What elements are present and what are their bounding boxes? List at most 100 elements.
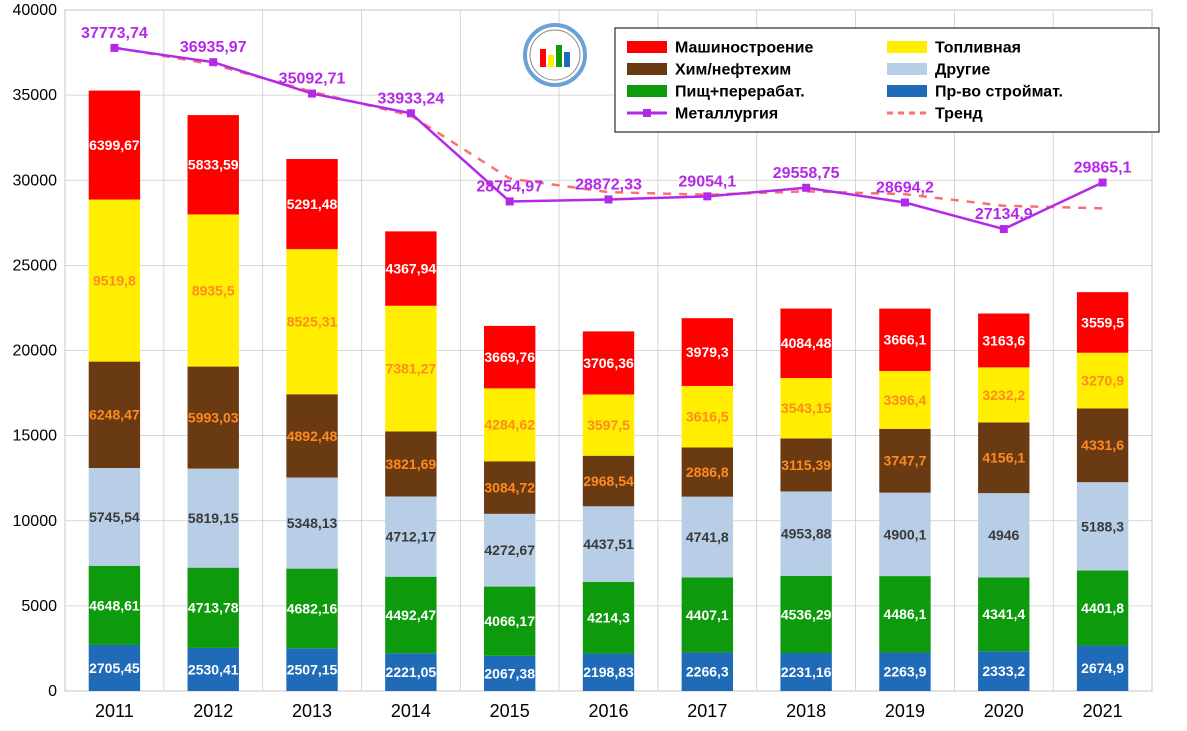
- bar-value-label: 6248,47: [89, 407, 140, 423]
- bar-value-label: 3706,36: [583, 355, 634, 371]
- bar-value-label: 2705,45: [89, 660, 140, 676]
- bar-value-label: 4066,17: [484, 613, 535, 629]
- bar-value-label: 8935,5: [192, 282, 235, 298]
- metallurgy-value-label: 35092,71: [279, 71, 346, 88]
- bar-value-label: 5993,03: [188, 409, 239, 425]
- legend-swatch: [887, 41, 927, 53]
- legend-label: Топливная: [935, 40, 1021, 57]
- bar-value-label: 3543,15: [781, 400, 832, 416]
- bar-value-label: 4712,17: [386, 528, 437, 544]
- bar-value-label: 4741,8: [686, 529, 729, 545]
- bar-value-label: 3821,69: [386, 456, 437, 472]
- y-tick-label: 0: [48, 683, 57, 700]
- metallurgy-value-label: 33933,24: [377, 90, 444, 107]
- y-tick-label: 25000: [13, 257, 58, 274]
- bar-value-label: 6399,67: [89, 137, 140, 153]
- x-tick-label: 2015: [490, 701, 530, 721]
- y-tick-label: 10000: [13, 513, 58, 530]
- bar-value-label: 4214,3: [587, 610, 630, 626]
- bar-value-label: 4272,67: [484, 542, 535, 558]
- legend: МашиностроениеТопливнаяХим/нефтехимДруги…: [615, 28, 1159, 132]
- x-tick-label: 2020: [984, 701, 1024, 721]
- y-tick-label: 35000: [13, 87, 58, 104]
- bar-value-label: 4084,48: [781, 335, 832, 351]
- bar-value-label: 4284,62: [484, 417, 535, 433]
- bar-value-label: 4648,61: [89, 597, 140, 613]
- bar-value-label: 3232,2: [982, 387, 1025, 403]
- bar-value-label: 3084,72: [484, 479, 535, 495]
- bar-value-label: 3616,5: [686, 409, 729, 425]
- metallurgy-marker: [901, 198, 909, 206]
- metallurgy-value-label: 27134,9: [975, 206, 1033, 223]
- metallurgy-marker: [407, 109, 415, 117]
- bar-value-label: 7381,27: [386, 360, 437, 376]
- bar-value-label: 5819,15: [188, 510, 239, 526]
- bar-value-label: 4156,1: [982, 450, 1025, 466]
- legend-swatch: [627, 41, 667, 53]
- metallurgy-value-label: 36935,97: [180, 39, 247, 56]
- bar-value-label: 2674,9: [1081, 660, 1124, 676]
- x-tick-label: 2013: [292, 701, 332, 721]
- metallurgy-value-label: 37773,74: [81, 25, 148, 42]
- bar-value-label: 5833,59: [188, 157, 239, 173]
- metallurgy-value-label: 28754,97: [476, 178, 543, 195]
- legend-label: Пр-во строймат.: [935, 84, 1063, 101]
- metallurgy-value-label: 29865,1: [1074, 160, 1132, 177]
- bar-value-label: 3666,1: [884, 332, 927, 348]
- bar-value-label: 2333,2: [982, 663, 1025, 679]
- metallurgy-value-label: 29054,1: [678, 173, 736, 190]
- bar-value-label: 3396,4: [884, 392, 927, 408]
- y-tick-label: 5000: [21, 598, 57, 615]
- bar-value-label: 4341,4: [982, 606, 1025, 622]
- bar-value-label: 3669,76: [484, 349, 535, 365]
- legend-label: Машиностроение: [675, 40, 814, 57]
- bar-value-label: 5348,13: [287, 515, 338, 531]
- bar-value-label: 3115,39: [781, 457, 831, 473]
- bar-value-label: 4486,1: [884, 606, 927, 622]
- legend-swatch: [627, 63, 667, 75]
- legend-swatch: [887, 63, 927, 75]
- bar-value-label: 2968,54: [583, 473, 634, 489]
- x-tick-label: 2016: [588, 701, 628, 721]
- x-tick-label: 2017: [687, 701, 727, 721]
- bar-value-label: 3163,6: [982, 332, 1025, 348]
- bar-value-label: 4492,47: [386, 607, 437, 623]
- metallurgy-marker: [209, 58, 217, 66]
- bar-value-label: 4953,88: [781, 526, 832, 542]
- x-tick-label: 2012: [193, 701, 233, 721]
- metallurgy-marker: [506, 197, 514, 205]
- bar-value-label: 3559,5: [1081, 314, 1124, 330]
- logo-icon: [525, 25, 585, 85]
- bar-value-label: 4892,48: [287, 428, 338, 444]
- bar-value-label: 3270,9: [1081, 372, 1124, 388]
- bar-value-label: 4367,94: [386, 260, 437, 276]
- legend-label: Металлургия: [675, 106, 778, 123]
- legend-label: Тренд: [935, 106, 983, 123]
- x-tick-label: 2011: [95, 701, 134, 721]
- bar-value-label: 3597,5: [587, 417, 630, 433]
- bar-value-label: 2886,8: [686, 464, 729, 480]
- metallurgy-marker: [1099, 179, 1107, 187]
- bar-value-label: 4401,8: [1081, 600, 1124, 616]
- bar-value-label: 4437,51: [583, 536, 634, 552]
- bar-value-label: 2266,3: [686, 664, 729, 680]
- y-tick-label: 20000: [13, 343, 58, 360]
- legend-label: Другие: [935, 62, 990, 79]
- bar-value-label: 4331,6: [1081, 437, 1124, 453]
- metallurgy-marker: [1000, 225, 1008, 233]
- metallurgy-value-label: 29558,75: [773, 165, 840, 182]
- bar-value-label: 2221,05: [386, 664, 437, 680]
- bar-value-label: 8525,31: [287, 314, 338, 330]
- chart-container: 0500010000150002000025000300003500040000…: [0, 0, 1187, 731]
- metallurgy-marker: [703, 192, 711, 200]
- metallurgy-marker: [605, 195, 613, 203]
- legend-swatch: [627, 85, 667, 97]
- bar-value-label: 2263,9: [884, 664, 927, 680]
- bar-value-label: 3747,7: [884, 453, 927, 469]
- chart-svg: 0500010000150002000025000300003500040000…: [0, 0, 1187, 731]
- bar-value-label: 4536,29: [781, 606, 832, 622]
- bar-value-label: 2530,41: [188, 661, 239, 677]
- bar-value-label: 4682,16: [287, 600, 338, 616]
- bar-value-label: 4407,1: [686, 607, 729, 623]
- metallurgy-marker: [110, 44, 118, 52]
